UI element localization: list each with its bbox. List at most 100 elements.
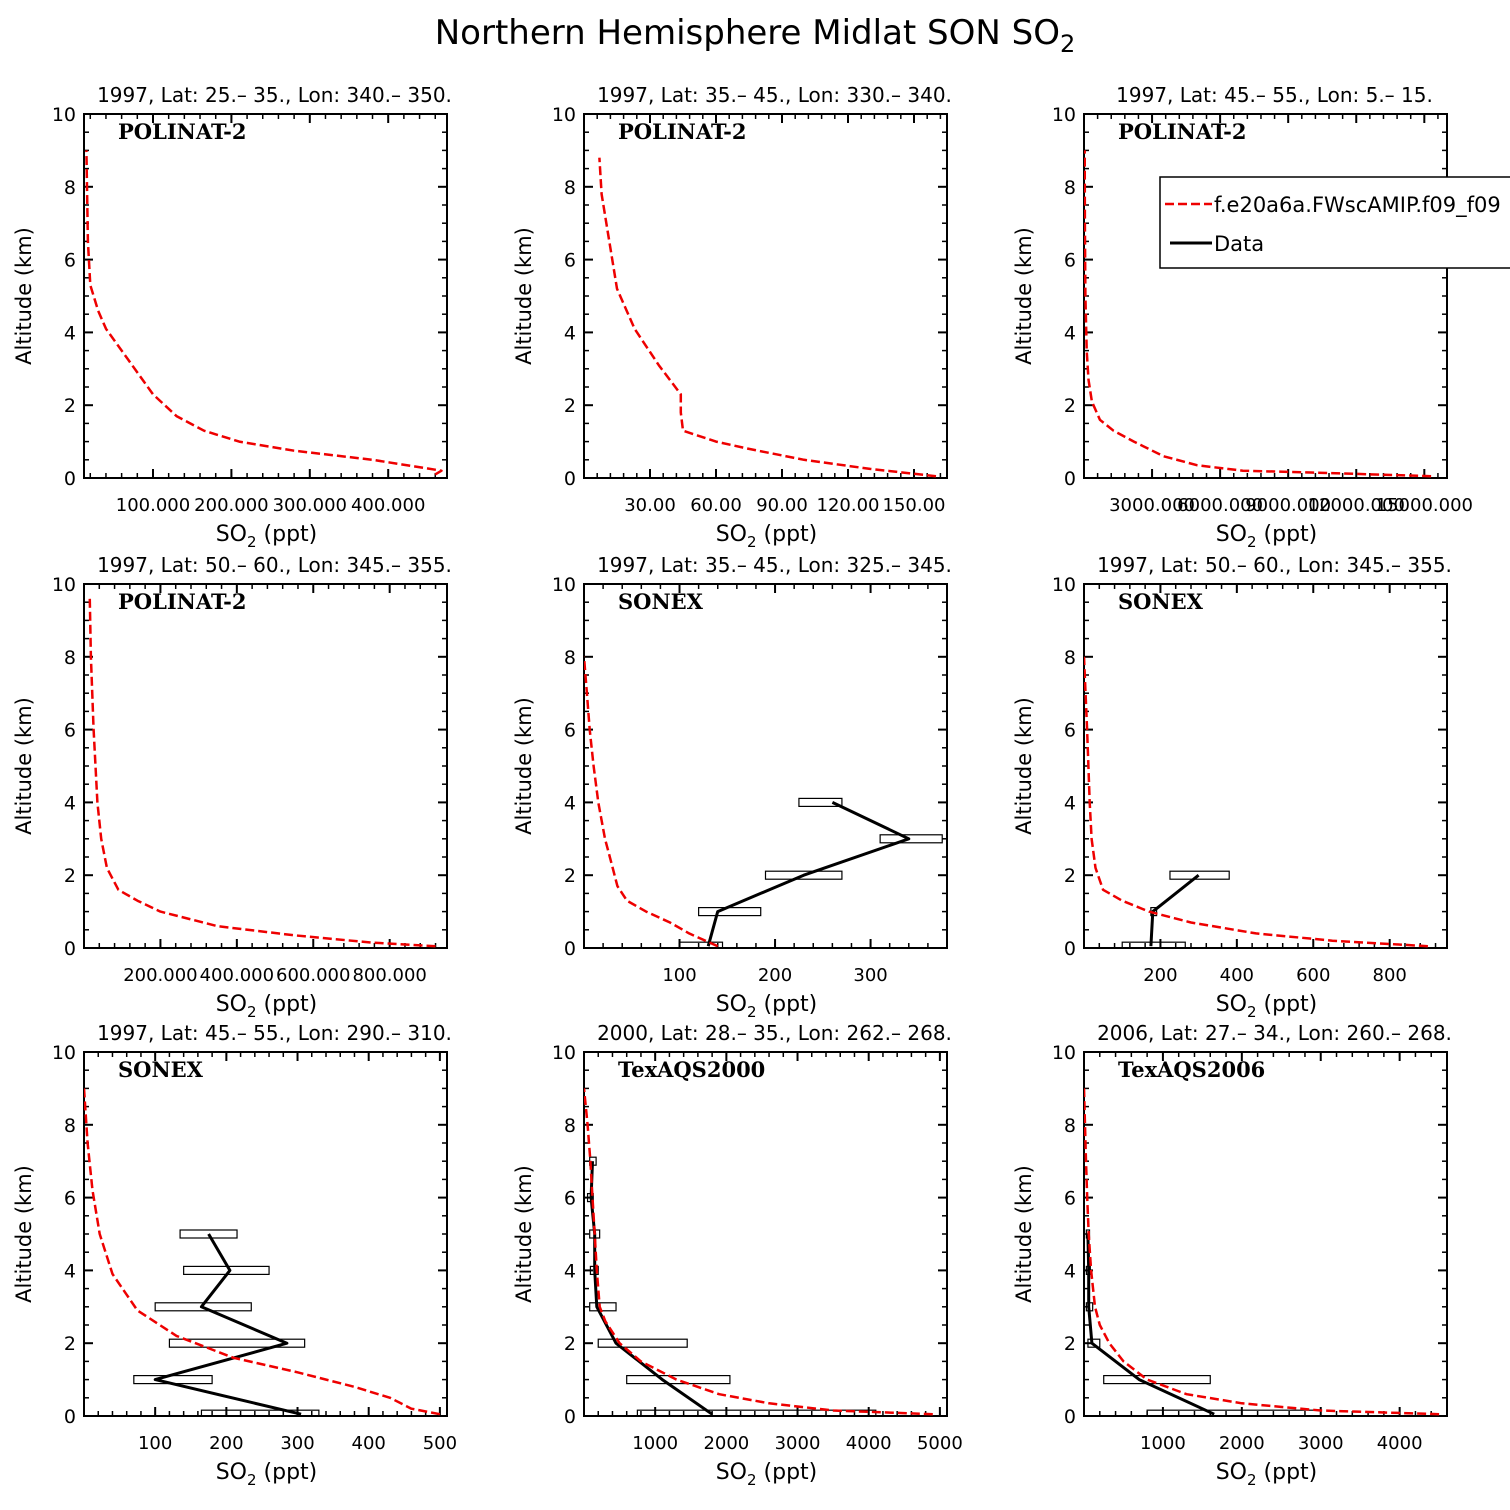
- plot-frame: [1083, 113, 1448, 479]
- subplot-title: 1997, Lat: 45.– 55., Lon: 5.– 15.: [1116, 83, 1433, 107]
- observation-box: [179, 1229, 238, 1239]
- y-tick-label: 4: [564, 322, 576, 344]
- y-tick-label: 2: [564, 395, 576, 417]
- x-tick-label: 3000: [1298, 1433, 1344, 1454]
- y-tick-label: 0: [64, 938, 76, 960]
- model-series-line: [88, 594, 436, 948]
- x-tick-label: 3000: [775, 1433, 821, 1454]
- x-axis-label-units: (ppt): [257, 992, 318, 1017]
- subplot-title: 1997, Lat: 50.– 60., Lon: 345.– 355.: [1097, 553, 1452, 577]
- plot-area: [598, 157, 937, 478]
- x-tick-label: 2000: [1219, 1433, 1265, 1454]
- y-tick-label: 10: [52, 104, 76, 126]
- x-tick-label: 1000: [632, 1433, 678, 1454]
- x-axis-label: SO2 (ppt): [716, 522, 818, 551]
- observation-box: [1087, 1338, 1101, 1348]
- x-axis-label-sub: 2: [1247, 1003, 1257, 1021]
- y-tick-label: 8: [64, 1115, 76, 1137]
- x-tick-label: 90.00: [756, 495, 808, 516]
- y-tick-label: 2: [1064, 1333, 1076, 1355]
- y-axis-label: Altitude (km): [512, 1165, 536, 1303]
- y-tick-label: 10: [52, 574, 76, 596]
- observation-box: [879, 834, 943, 844]
- x-axis-label: SO2 (ppt): [216, 522, 318, 551]
- x-axis-label-units: (ppt): [257, 522, 318, 547]
- figure-title: Northern Hemisphere Midlat SON SO2: [435, 13, 1076, 58]
- x-tick-label: 30.00: [624, 495, 676, 516]
- x-tick-label: 600.000: [276, 965, 350, 986]
- y-tick-label: 8: [1064, 177, 1076, 199]
- subplot-title: 2000, Lat: 28.– 35., Lon: 262.– 268.: [597, 1021, 952, 1045]
- x-tick-label: 300.000: [273, 495, 347, 516]
- observation-box: [764, 870, 843, 880]
- data-series-line: [153, 1233, 302, 1416]
- x-tick-label: 12000.000: [1308, 495, 1405, 516]
- x-axis-label-sub: 2: [747, 1003, 757, 1021]
- y-tick-label: 6: [1064, 1188, 1076, 1210]
- x-axis-label-sub: 2: [247, 533, 257, 551]
- campaign-label: SONEX: [118, 1057, 204, 1082]
- y-tick-label: 8: [564, 177, 576, 199]
- y-tick-label: 2: [64, 395, 76, 417]
- x-axis-label-main: SO: [216, 522, 247, 547]
- plot-area: [584, 656, 943, 948]
- y-tick-label: 4: [64, 792, 76, 814]
- legend-model-label: f.e20a6a.FWscAMIP.f09_f09: [1214, 193, 1501, 218]
- y-tick-label: 8: [564, 647, 576, 669]
- legend: f.e20a6a.FWscAMIP.f09_f09 Data: [1159, 176, 1510, 269]
- y-tick-label: 8: [564, 1115, 576, 1137]
- x-axis-label-units: (ppt): [1257, 992, 1318, 1017]
- y-axis-label: Altitude (km): [512, 227, 536, 365]
- y-tick-label: 2: [1064, 865, 1076, 887]
- model-series-line: [1084, 656, 1428, 948]
- x-axis-label-sub: 2: [1247, 533, 1257, 551]
- subplot-title: 1997, Lat: 25.– 35., Lon: 340.– 350.: [97, 83, 452, 107]
- y-tick-label: 8: [64, 177, 76, 199]
- plot-area: [1084, 656, 1428, 948]
- x-axis-label-main: SO: [716, 522, 747, 547]
- observation-box: [1169, 870, 1230, 880]
- x-axis-label: SO2 (ppt): [716, 1460, 818, 1489]
- x-tick-label: 600: [1296, 965, 1330, 986]
- y-tick-label: 10: [52, 1042, 76, 1064]
- observation-box: [698, 906, 762, 917]
- x-axis-label: SO2 (ppt): [716, 992, 818, 1021]
- y-tick-label: 0: [564, 938, 576, 960]
- chart-panel-9: 2006, Lat: 27.– 34., Lon: 260.– 268. 0 2 4 6…: [1012, 1021, 1452, 1489]
- y-tick-label: 0: [564, 468, 576, 490]
- y-tick-label: 8: [1064, 1115, 1076, 1137]
- observation-box: [636, 1409, 877, 1416]
- x-tick-label: 300: [280, 1433, 314, 1454]
- x-axis-label-main: SO: [216, 1460, 247, 1485]
- x-axis-label-units: (ppt): [757, 522, 818, 547]
- plot-area: [88, 594, 436, 948]
- y-tick-label: 4: [64, 322, 76, 344]
- y-tick-label: 0: [64, 468, 76, 490]
- x-axis-label-sub: 2: [247, 1471, 257, 1489]
- chart-panel-7: 1997, Lat: 45.– 55., Lon: 290.– 310. 0 2 4 6…: [12, 1021, 457, 1489]
- x-tick-label: 4000: [846, 1433, 892, 1454]
- x-axis-label-main: SO: [716, 1460, 747, 1485]
- x-axis-label-main: SO: [1216, 992, 1247, 1017]
- x-axis-label-sub: 2: [247, 1003, 257, 1021]
- observation-box: [678, 941, 724, 948]
- y-tick-label: 2: [564, 1333, 576, 1355]
- y-tick-label: 8: [64, 647, 76, 669]
- y-tick-label: 6: [1064, 250, 1076, 272]
- y-axis-label: Altitude (km): [12, 697, 36, 835]
- y-tick-label: 10: [1052, 104, 1076, 126]
- model-series-line: [1084, 150, 1432, 478]
- y-tick-label: 2: [564, 865, 576, 887]
- y-tick-label: 0: [1064, 1406, 1076, 1428]
- y-tick-label: 8: [1064, 647, 1076, 669]
- x-tick-label: 60.00: [690, 495, 742, 516]
- x-axis-label-units: (ppt): [1257, 522, 1318, 547]
- y-tick-label: 4: [1064, 322, 1076, 344]
- subplot-title: 2006, Lat: 27.– 34., Lon: 260.– 268.: [1097, 1021, 1452, 1045]
- y-axis-label: Altitude (km): [1012, 227, 1036, 365]
- y-tick-label: 0: [1064, 938, 1076, 960]
- observation-box: [1103, 1374, 1211, 1385]
- y-tick-label: 6: [64, 720, 76, 742]
- y-tick-label: 6: [564, 250, 576, 272]
- plot-frame: [1083, 583, 1448, 949]
